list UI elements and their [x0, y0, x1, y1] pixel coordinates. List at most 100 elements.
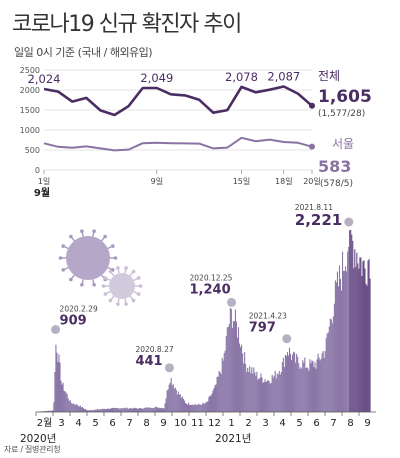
daily-bar — [115, 408, 117, 412]
daily-bar — [119, 408, 121, 412]
daily-bar — [152, 408, 154, 412]
data-label: 2,024 — [28, 72, 61, 86]
virus-spike-tip — [103, 292, 108, 296]
daily-bar — [180, 397, 182, 412]
daily-bar — [319, 360, 321, 412]
daily-bar — [64, 391, 66, 412]
daily-bar — [221, 357, 223, 412]
virus-spike — [124, 298, 127, 304]
daily-bar — [243, 363, 245, 412]
daily-bar — [77, 405, 79, 412]
daily-bar — [369, 278, 371, 412]
daily-bar — [106, 408, 108, 412]
daily-bar — [165, 398, 167, 412]
daily-bar — [179, 394, 181, 412]
daily-bar — [53, 402, 55, 412]
month-tick-label: 9 — [160, 418, 166, 429]
daily-bar — [223, 352, 225, 412]
virus-body — [66, 236, 110, 280]
virus-spike-tip — [136, 276, 141, 280]
virus-illustration — [58, 229, 143, 306]
daily-bar — [66, 394, 68, 412]
daily-bar — [48, 410, 50, 412]
daily-bar — [160, 408, 162, 412]
virus-spike-tip — [92, 283, 96, 287]
daily-bar — [330, 319, 332, 412]
daily-bar — [81, 407, 83, 412]
daily-bar — [272, 377, 274, 412]
daily-bar — [273, 375, 275, 412]
daily-bar — [99, 409, 101, 412]
daily-bar — [67, 398, 69, 412]
daily-bar — [50, 410, 52, 412]
daily-bar — [302, 360, 304, 412]
virus-spike-tip — [108, 298, 113, 303]
daily-bar — [139, 408, 141, 412]
daily-bar — [346, 271, 348, 412]
month-tick-label: 2 — [245, 418, 251, 429]
daily-bar — [101, 409, 103, 412]
daily-bar — [279, 374, 281, 412]
virus-spike — [81, 231, 84, 237]
daily-bar — [363, 260, 365, 412]
peak-value-label: 797 — [249, 321, 276, 336]
series-end-point — [309, 102, 315, 109]
daily-bar — [161, 407, 163, 412]
daily-bar — [242, 353, 244, 412]
daily-bar — [274, 370, 276, 412]
virus-spike-tip — [103, 234, 107, 239]
daily-bar — [187, 402, 190, 412]
daily-bar — [246, 372, 248, 412]
daily-bar — [245, 364, 247, 412]
daily-bar — [286, 351, 289, 412]
daily-bar — [163, 408, 165, 412]
daily-bar — [145, 407, 147, 412]
series-end-point — [309, 143, 315, 150]
daily-bar — [40, 411, 42, 412]
peak-date-label: 2020.8.27 — [135, 345, 173, 354]
virus-spike — [101, 274, 106, 280]
daily-bar — [84, 409, 87, 412]
daily-bar — [207, 400, 209, 412]
daily-bar — [234, 309, 236, 412]
daily-bar — [73, 404, 75, 412]
month-tick-label: 7 — [330, 418, 336, 429]
virus-spike — [92, 279, 95, 285]
daily-bar — [327, 332, 329, 412]
daily-bar — [220, 373, 222, 412]
daily-bar — [202, 402, 204, 412]
daily-bar — [251, 367, 253, 412]
series-line-total — [43, 85, 313, 117]
daily-bar — [358, 268, 360, 412]
virus-spike — [107, 245, 113, 250]
daily-bar — [153, 408, 155, 412]
daily-bar — [256, 371, 258, 412]
daily-bar — [345, 266, 347, 412]
daily-bar — [148, 408, 150, 412]
daily-bar — [138, 408, 140, 412]
daily-bar — [367, 260, 369, 412]
daily-bar — [185, 403, 188, 412]
daily-bar — [315, 368, 317, 412]
virus-spike — [124, 268, 127, 274]
daily-bar — [201, 405, 203, 412]
daily-bar — [244, 352, 246, 412]
virus-spike-tip — [131, 269, 136, 274]
daily-bar — [96, 409, 98, 412]
daily-bar — [90, 410, 92, 412]
daily-bar — [121, 408, 123, 412]
month-tick-label: 11 — [191, 418, 204, 429]
daily-bar — [211, 393, 213, 412]
daily-bar — [317, 353, 319, 412]
total-latest-value: 1,605 — [318, 87, 372, 107]
daily-bar — [61, 384, 63, 412]
daily-bar — [68, 400, 70, 412]
daily-bar — [291, 359, 293, 412]
x-tick-label: 20일 — [303, 177, 321, 186]
daily-bar — [278, 371, 280, 412]
daily-bar — [146, 407, 148, 412]
daily-bar — [63, 390, 65, 412]
daily-bar — [240, 347, 242, 412]
virus-spike — [101, 236, 106, 242]
daily-bar — [49, 410, 51, 412]
